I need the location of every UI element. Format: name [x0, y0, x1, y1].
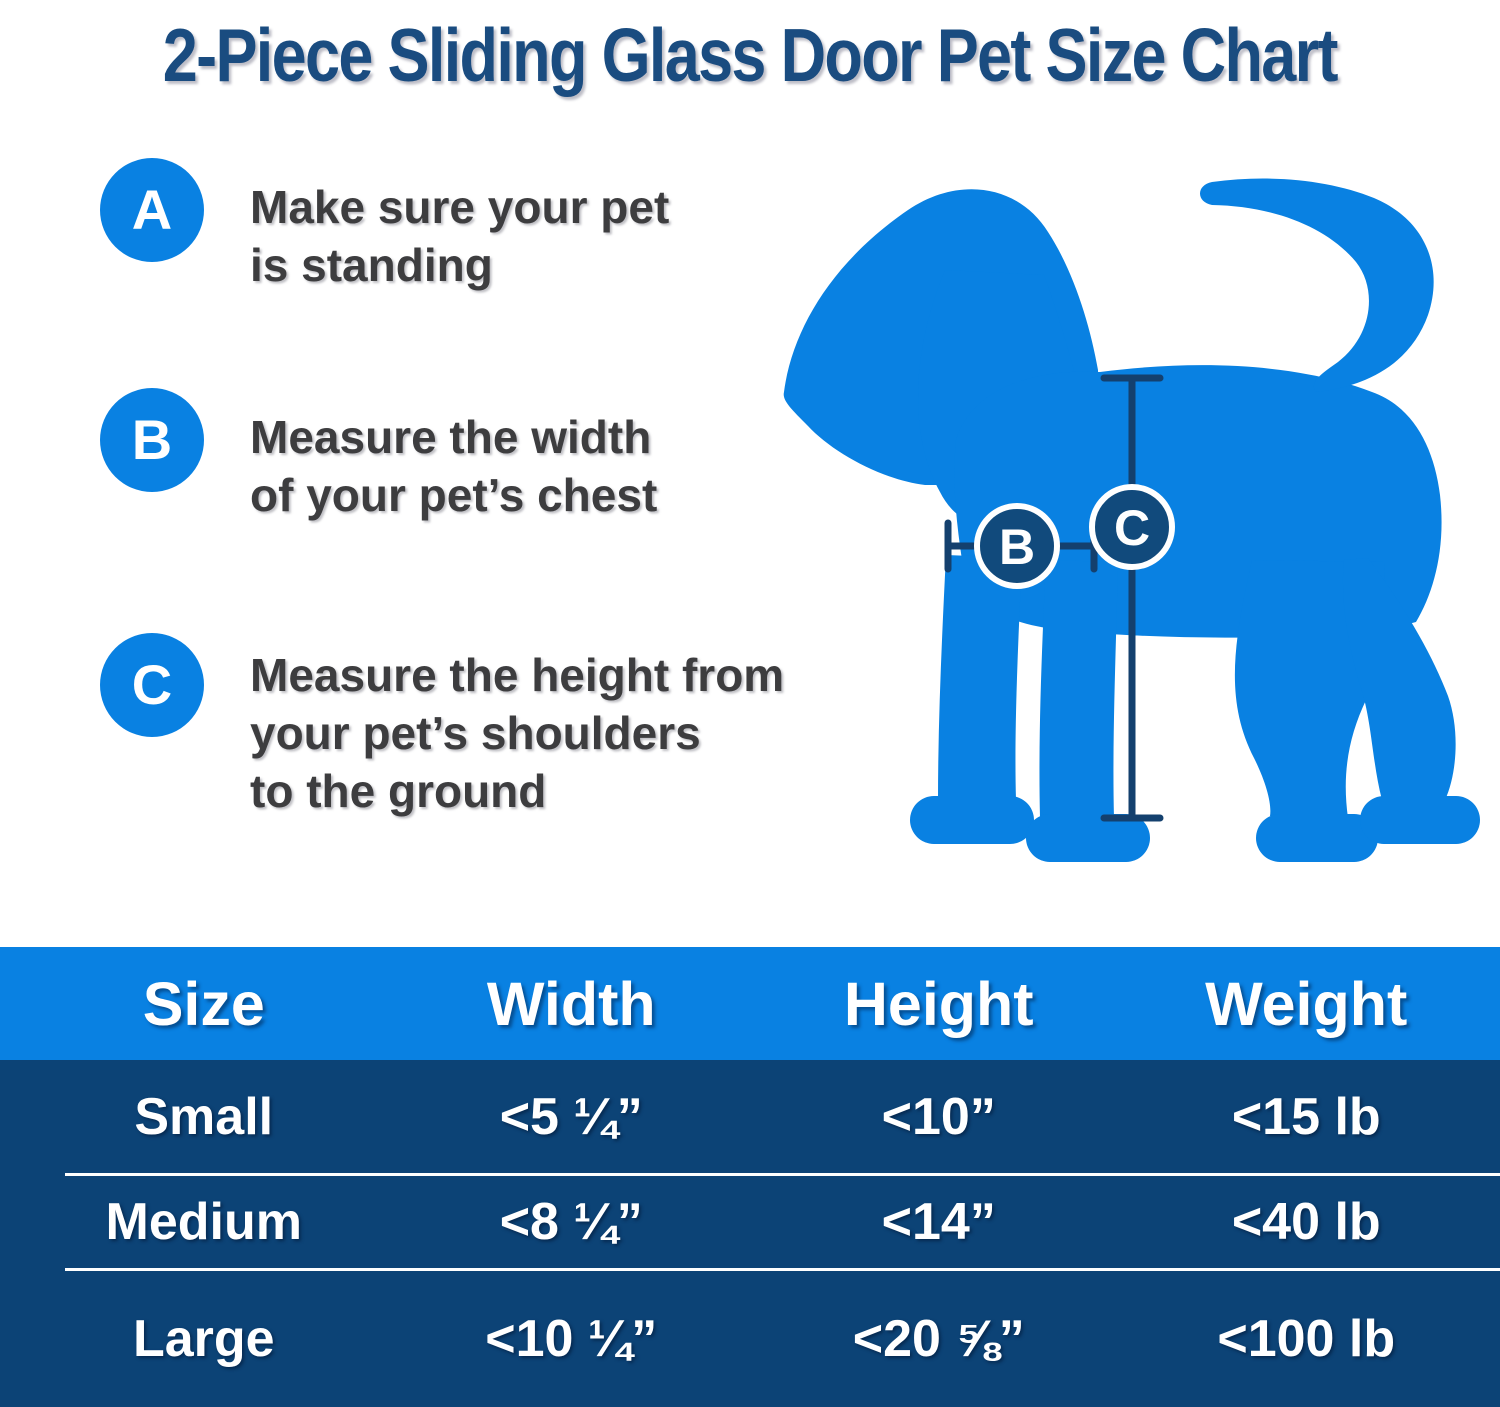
step-a-line-2: is standing — [250, 239, 493, 291]
step-b-line-2: of your pet’s chest — [250, 469, 658, 521]
dog-front-foot-near — [910, 796, 1034, 844]
marker-b-circle — [974, 503, 1060, 589]
marker-c-letter: C — [1114, 500, 1150, 556]
step-b-badge: B — [100, 388, 204, 492]
size-table-header-row: Size Width Height Weight — [0, 947, 1500, 1060]
dog-front-foot-far — [1026, 814, 1150, 862]
dog-rear-leg-far — [1342, 558, 1456, 800]
step-b-letter: B — [131, 408, 173, 471]
large-height: <20 ⅝” — [852, 1310, 1025, 1368]
dog-front-leg-near — [938, 555, 1022, 800]
medium-width: <8 ¼” — [499, 1193, 643, 1251]
pet-size-table: Size Width Height Weight Small <5 ¼” <10… — [0, 947, 1500, 1407]
page-title: 2-Piece Sliding Glass Door Pet Size Char… — [0, 12, 1500, 98]
step-b-text: Measure the width of your pet’s chest — [250, 408, 657, 524]
small-width: <5 ¼” — [499, 1087, 643, 1146]
small-weight: <15 lb — [1231, 1087, 1381, 1146]
step-c-line-3: to the ground — [250, 765, 547, 817]
marker-c-circle — [1089, 484, 1175, 570]
marker-c: C — [1089, 484, 1175, 570]
dog-tail — [1200, 178, 1434, 392]
marker-b: B — [974, 503, 1060, 589]
step-c-letter: C — [131, 653, 173, 716]
row-separator — [65, 1268, 1500, 1271]
medium-weight: <40 lb — [1231, 1193, 1381, 1251]
medium-size: Medium — [105, 1193, 302, 1251]
small-height: <10” — [881, 1087, 996, 1146]
step-c-line-2: your pet’s shoulders — [250, 707, 701, 759]
step-a-letter: A — [131, 178, 173, 241]
step-a-text: Make sure your pet is standing — [250, 178, 669, 294]
dog-rear-foot-near — [1256, 814, 1378, 862]
step-c-badge: C — [100, 633, 204, 737]
large-size: Large — [132, 1310, 275, 1368]
step-a-badge: A — [100, 158, 204, 262]
dog-silhouette — [783, 178, 1480, 862]
large-width: <10 ¼” — [485, 1310, 658, 1368]
row-separator — [65, 1173, 1500, 1176]
step-b-line-1: Measure the width — [250, 411, 652, 463]
col-header-size: Size — [142, 969, 265, 1038]
col-header-width: Width — [486, 969, 656, 1038]
step-c-line-1: Measure the height from — [250, 649, 785, 701]
dog-measurement-diagram: B C — [783, 178, 1480, 862]
marker-b-letter: B — [999, 519, 1035, 575]
table-row-large: Large <10 ¼” <20 ⅝” <100 lb — [0, 1271, 1500, 1407]
dog-front-leg-far — [1039, 560, 1118, 818]
dog-rear-foot-far — [1360, 796, 1480, 844]
table-row-medium: Medium <8 ¼” <14” <40 lb — [0, 1176, 1500, 1268]
step-a-line-1: Make sure your pet — [250, 181, 670, 233]
col-header-height: Height — [843, 969, 1034, 1038]
col-header-weight: Weight — [1205, 969, 1408, 1038]
step-c-text: Measure the height from your pet’s shoul… — [250, 646, 784, 820]
table-row-small: Small <5 ¼” <10” <15 lb — [0, 1060, 1500, 1173]
medium-height: <14” — [881, 1193, 996, 1251]
page-title-text: 2-Piece Sliding Glass Door Pet Size Char… — [162, 13, 1339, 97]
size-table-body: Small <5 ¼” <10” <15 lb Medium <8 ¼” <14… — [0, 1060, 1500, 1407]
large-weight: <100 lb — [1217, 1310, 1396, 1368]
small-size: Small — [134, 1087, 274, 1146]
